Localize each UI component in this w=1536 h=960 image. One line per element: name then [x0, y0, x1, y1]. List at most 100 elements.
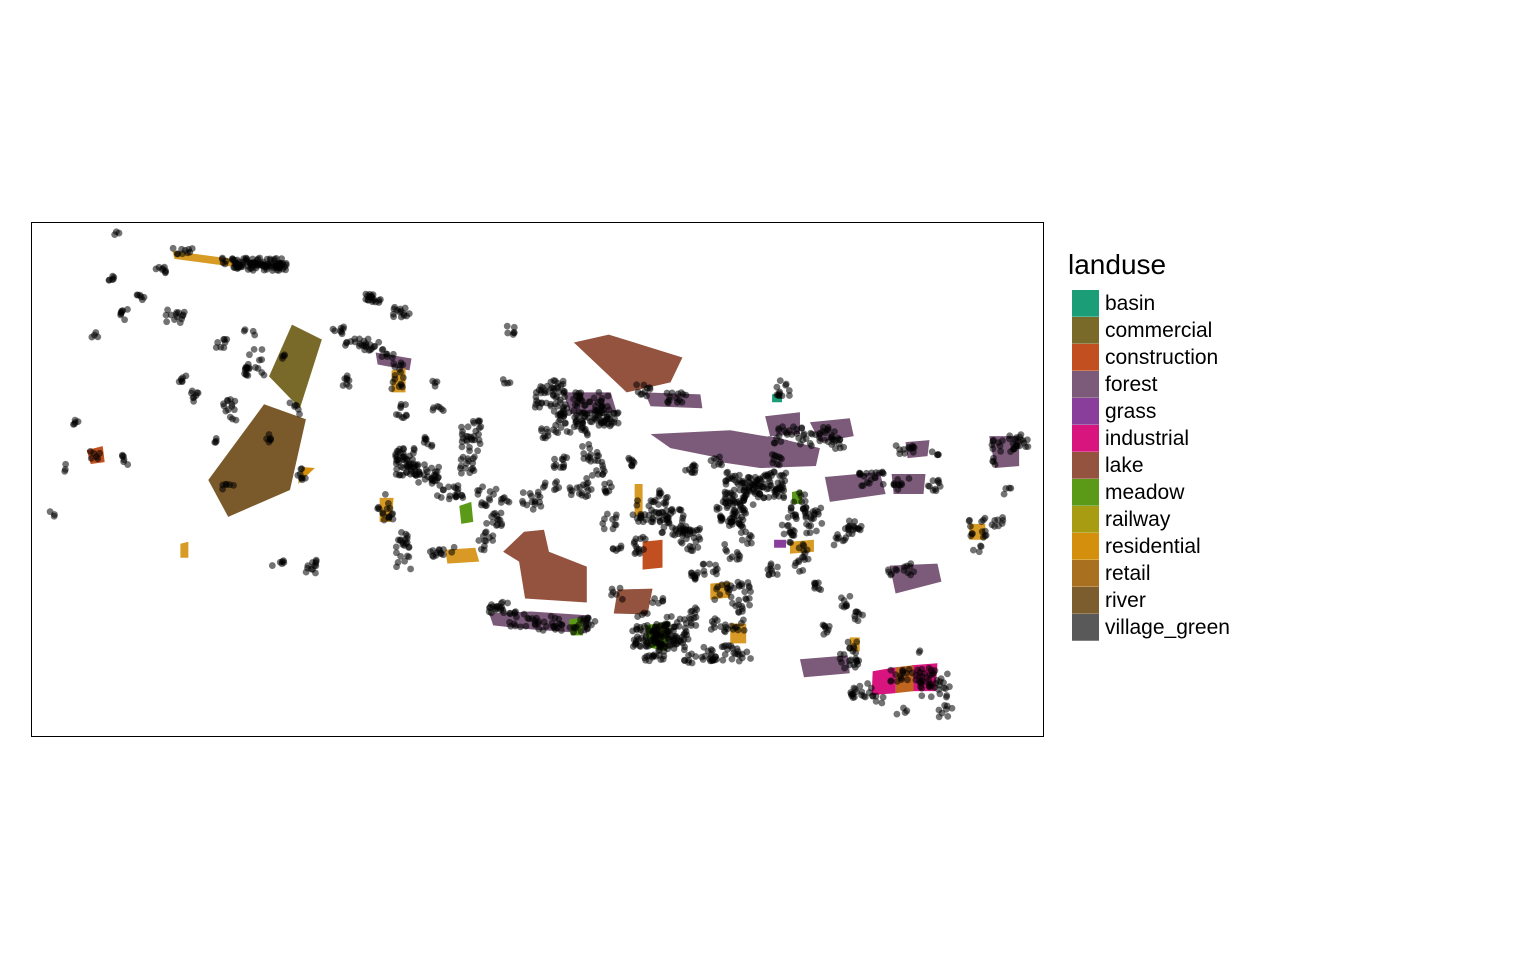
map-point: [389, 378, 397, 386]
map-point: [579, 443, 586, 450]
map-point: [366, 290, 374, 298]
map-point: [479, 532, 487, 540]
map-point: [120, 456, 128, 464]
map-point: [752, 483, 760, 490]
map-point: [600, 422, 608, 429]
map-point: [276, 259, 284, 267]
legend-item-industrial: industrial: [1072, 425, 1230, 452]
map-point: [571, 401, 579, 409]
map-point: [967, 522, 974, 530]
map-point: [584, 414, 592, 422]
map-point: [94, 455, 102, 463]
map-point: [785, 387, 793, 394]
map-point: [578, 417, 586, 424]
map-point: [249, 259, 257, 267]
map-point: [860, 692, 868, 700]
map-point: [673, 398, 681, 406]
map-point: [529, 615, 536, 622]
map-point: [591, 412, 599, 420]
map-point: [412, 461, 420, 469]
map-point: [929, 477, 937, 484]
map-point: [458, 443, 466, 451]
map-point: [260, 371, 268, 379]
map-point: [734, 480, 742, 488]
map-point: [298, 465, 306, 473]
map-point: [740, 626, 748, 634]
map-point: [948, 704, 956, 712]
legend-swatch: [1072, 533, 1099, 560]
map-point: [524, 614, 532, 622]
map-point: [835, 440, 843, 448]
map-point: [859, 611, 867, 619]
map-point: [390, 305, 398, 313]
map-point: [751, 490, 759, 497]
map-point: [662, 501, 669, 508]
map-point: [224, 406, 232, 414]
map-point: [583, 483, 590, 491]
map-point: [797, 492, 805, 500]
map-point: [167, 311, 175, 319]
map-point: [229, 415, 236, 423]
map-point: [593, 407, 601, 415]
map-point: [599, 520, 607, 527]
map-point: [223, 335, 231, 343]
map-point: [555, 388, 563, 396]
map-point: [406, 452, 413, 460]
map-point: [552, 421, 560, 429]
landuse-map[interactable]: [32, 223, 1043, 736]
map-point: [856, 470, 863, 477]
map-point: [721, 540, 729, 548]
map-point: [457, 462, 465, 470]
map-point: [691, 573, 699, 581]
map-point: [375, 338, 383, 346]
map-point: [655, 501, 662, 508]
map-point: [437, 549, 445, 557]
map-point: [663, 613, 671, 621]
map-point: [439, 407, 447, 414]
map-point: [631, 538, 638, 546]
map-point: [927, 693, 935, 701]
map-point: [892, 671, 899, 679]
map-point: [906, 563, 914, 570]
map-point: [816, 434, 823, 442]
map-point: [845, 517, 853, 525]
legend-label: forest: [1105, 372, 1158, 396]
map-point: [519, 489, 527, 497]
map-point: [599, 465, 607, 473]
map-point: [658, 529, 666, 537]
map-point: [735, 596, 743, 604]
map-point: [86, 448, 94, 455]
map-point: [476, 424, 483, 432]
map-point: [469, 465, 477, 472]
map-point: [512, 608, 519, 616]
map-point: [899, 667, 907, 675]
map-point: [504, 599, 512, 607]
map-point: [431, 379, 439, 387]
map-point: [176, 319, 184, 326]
map-point: [645, 657, 653, 665]
map-point: [189, 394, 197, 402]
map-point: [838, 594, 845, 602]
map-point: [178, 250, 186, 258]
map-point: [709, 647, 716, 655]
legend-swatch: [1072, 506, 1099, 533]
map-point: [988, 441, 996, 449]
map-point: [872, 697, 880, 705]
map-point: [897, 676, 905, 684]
map-panel[interactable]: [31, 222, 1044, 737]
map-point: [643, 610, 651, 617]
map-point: [558, 621, 566, 629]
map-point: [926, 680, 934, 688]
map-point: [608, 585, 616, 593]
map-point: [264, 260, 272, 268]
map-point: [434, 492, 441, 500]
map-point: [534, 491, 542, 499]
map-point: [768, 567, 776, 574]
map-point: [796, 440, 804, 448]
map-point: [243, 365, 251, 373]
map-point: [684, 531, 692, 539]
map-point: [879, 480, 887, 488]
map-point: [1010, 445, 1018, 453]
map-point: [744, 474, 752, 481]
map-point: [440, 486, 447, 494]
